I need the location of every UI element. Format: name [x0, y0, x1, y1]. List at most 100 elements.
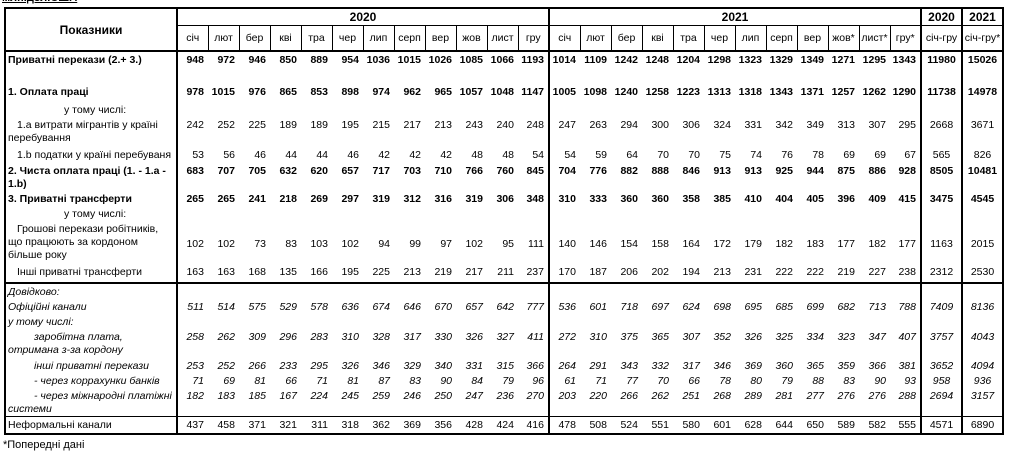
value-cell-2021: 925 — [775, 165, 793, 177]
value-cell-2020: 511 — [187, 301, 204, 313]
value-cell-2021: 410 — [744, 193, 762, 205]
value-cell-2020: 258 — [186, 331, 204, 343]
value-cell-2021 — [859, 314, 890, 329]
value-cell-2020: 262 — [217, 331, 235, 343]
value-cell-2021: 183 — [806, 237, 824, 250]
value-cell-2020: 245 — [341, 390, 359, 402]
value-cell-2021: 170 — [548, 264, 580, 283]
value-cell-2021 — [735, 314, 766, 329]
value-cell-2020: 252 — [217, 119, 235, 131]
value-cell-2021: 342 — [775, 119, 793, 131]
total-cell-2020 — [920, 102, 962, 117]
value-cell-2021: 913 — [744, 165, 762, 177]
value-cell-2021: 238 — [898, 266, 916, 278]
value-cell-2020: 53 — [192, 149, 204, 161]
month-header: жов — [455, 25, 488, 52]
value-cell-2021 — [673, 282, 704, 299]
value-cell-2020: 845 — [526, 165, 544, 177]
value-cell-2020: 42 — [378, 149, 390, 161]
value-cell-2021: 1318 — [738, 86, 762, 98]
value-cell-2021: 54 — [548, 147, 580, 163]
value-cell-2020: 54 — [532, 149, 544, 161]
value-cell-2021: 75 — [719, 149, 731, 161]
value-cell-2021: 699 — [806, 301, 824, 313]
value-cell-2021: 202 — [651, 266, 669, 278]
value-cell-2021 — [704, 282, 735, 299]
total-cell-2021: 826 — [961, 147, 1003, 163]
value-cell-2021: 695 — [744, 301, 762, 313]
value-cell-2021: 268 — [713, 390, 731, 402]
total-cell-2021: 936 — [961, 373, 1003, 388]
value-cell-2020: 253 — [186, 360, 204, 372]
value-cell-2020 — [394, 282, 425, 299]
value-cell-2020: 366 — [526, 360, 544, 372]
value-cell-2021: 71 — [595, 375, 607, 387]
value-cell-2020: 331 — [465, 360, 483, 372]
value-cell-2021: 77 — [626, 375, 638, 387]
value-cell-2021: 300 — [651, 119, 669, 131]
value-cell-2021: 1295 — [862, 54, 886, 66]
value-cell-2020: 295 — [310, 360, 328, 372]
value-cell-2020: 437 — [177, 416, 208, 434]
value-cell-2021: 1240 — [614, 86, 638, 98]
value-cell-2020 — [518, 282, 549, 299]
value-cell-2020: 898 — [341, 86, 359, 98]
value-cell-2020: 213 — [434, 119, 452, 131]
total-cell-2021: 2530 — [961, 264, 1003, 283]
value-cell-2021: 194 — [682, 266, 700, 278]
value-cell-2020: 1066 — [490, 54, 514, 66]
value-cell-2021: 79 — [781, 375, 793, 387]
value-cell-2020: 168 — [248, 266, 266, 278]
value-cell-2020: 311 — [301, 416, 332, 434]
value-cell-2021: 875 — [837, 165, 855, 177]
value-cell-2020: 44 — [285, 149, 297, 161]
value-cell-2021: 272 — [548, 329, 580, 358]
value-cell-2021: 846 — [682, 165, 700, 177]
value-cell-2021: 88 — [812, 375, 824, 387]
total-cell-2021 — [961, 102, 1003, 117]
value-cell-2021: 415 — [898, 193, 916, 205]
value-cell-2020: 428 — [456, 416, 487, 434]
value-cell-2020: 416 — [518, 416, 549, 434]
value-cell-2021: 409 — [868, 193, 886, 205]
value-cell-2021 — [828, 206, 859, 221]
value-cell-2021: 67 — [904, 149, 916, 161]
total-period-header: січ-гру — [920, 25, 962, 52]
value-cell-2020 — [456, 314, 487, 329]
value-cell-2020: 978 — [186, 86, 204, 98]
value-cell-2020: 683 — [186, 165, 204, 177]
month-header: січ — [176, 25, 209, 52]
total-cell-2020: 1163 — [920, 221, 962, 264]
value-cell-2020: 578 — [310, 301, 328, 313]
value-cell-2020: 1147 — [521, 86, 544, 98]
value-cell-2020: 84 — [471, 375, 483, 387]
value-cell-2020: 1015 — [397, 54, 421, 66]
table-row: - через коррахунки банків 71 69 81 66 71 81 87 8… — [5, 373, 1003, 388]
value-cell-2020: 73 — [254, 237, 266, 250]
value-cell-2020 — [177, 314, 208, 329]
value-cell-2020: 163 — [217, 266, 235, 278]
value-cell-2020: 948 — [186, 54, 204, 66]
value-cell-2021: 146 — [589, 237, 607, 250]
total-cell-2021: 2015 — [961, 221, 1003, 264]
value-cell-2020: 102 — [217, 237, 235, 250]
total-cell-2020: 2312 — [920, 264, 962, 283]
value-cell-2021 — [580, 314, 611, 329]
value-cell-2021: 589 — [828, 416, 859, 434]
value-cell-2020: 1026 — [428, 54, 452, 66]
value-cell-2021 — [890, 314, 921, 329]
value-cell-2021 — [859, 206, 890, 221]
value-cell-2020: 646 — [403, 301, 421, 313]
value-cell-2021 — [890, 206, 921, 221]
value-cell-2021: 697 — [651, 301, 669, 313]
value-cell-2020: 657 — [341, 165, 359, 177]
value-cell-2020: 224 — [310, 390, 328, 402]
table-row: Інші приватні трансферти 163 163 168 135 166 1… — [5, 264, 1003, 283]
total-year-header: 2020 — [920, 8, 962, 26]
value-cell-2021: 776 — [589, 165, 607, 177]
row-label: у тому числі: — [5, 102, 178, 117]
value-cell-2020: 42 — [440, 149, 452, 161]
table-row: 1.b податки у країні перебуваня 53 56 46 44 4… — [5, 147, 1003, 163]
row-label: Неформальні канали — [5, 416, 178, 434]
value-cell-2020: 1193 — [521, 54, 544, 66]
